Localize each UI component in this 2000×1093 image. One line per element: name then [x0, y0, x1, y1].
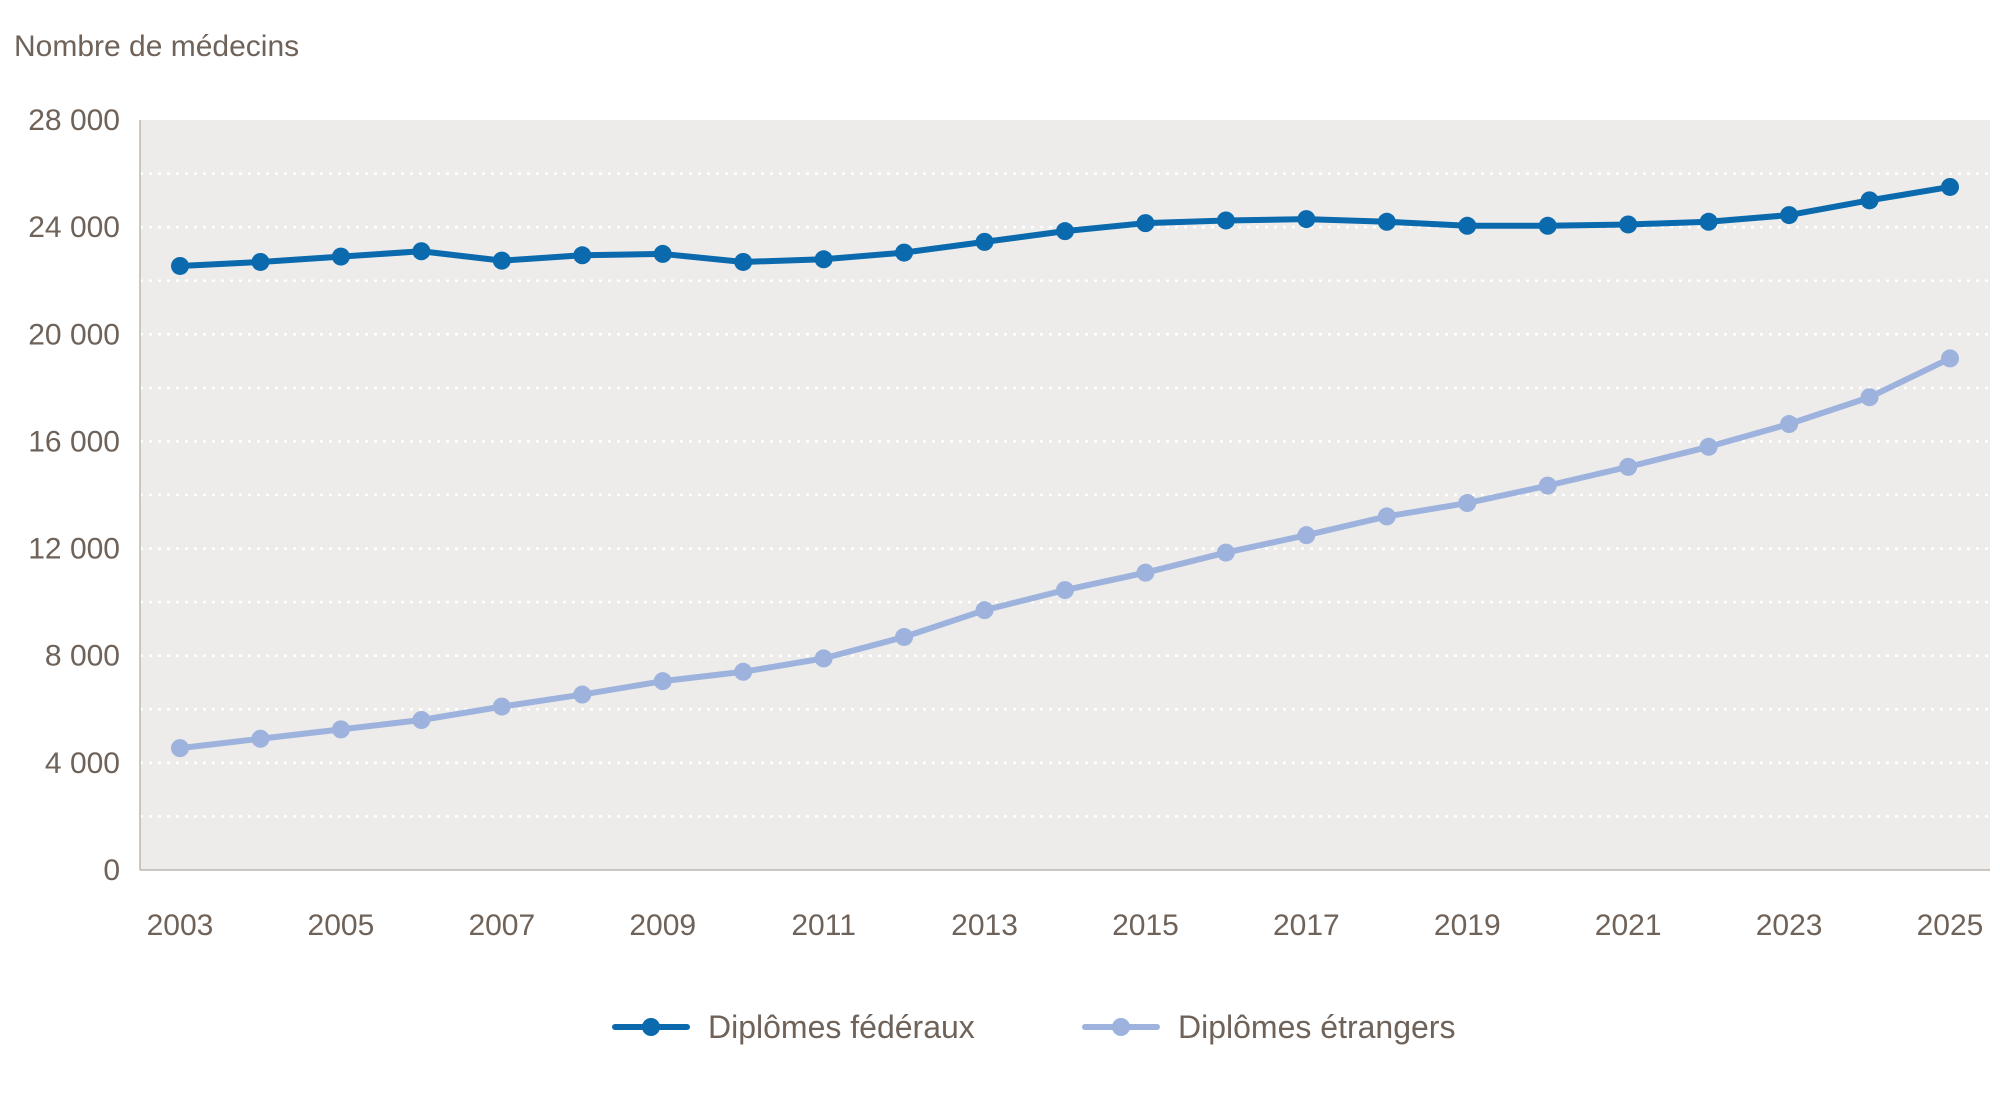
x-tick-label: 2017	[1273, 909, 1340, 942]
data-point	[1377, 507, 1396, 526]
data-point	[975, 601, 994, 620]
data-point	[1860, 191, 1879, 210]
x-tick-label: 2005	[308, 909, 375, 942]
y-tick-label: 8 000	[45, 640, 120, 673]
data-point	[573, 685, 592, 704]
y-axis-title: Nombre de médecins	[14, 30, 300, 63]
legend-item: Diplômes étrangers	[1082, 1009, 1455, 1045]
x-tick-label: 2011	[791, 909, 856, 942]
data-point	[331, 247, 350, 266]
x-tick-label: 2003	[147, 909, 214, 942]
data-point	[1056, 581, 1074, 600]
y-tick-label: 12 000	[28, 533, 120, 566]
data-point	[1056, 222, 1074, 241]
gridlines	[140, 172, 1990, 818]
x-tick-label: 2025	[1917, 909, 1984, 942]
data-point	[1780, 206, 1799, 225]
x-tick-label: 2021	[1595, 909, 1662, 942]
data-point	[814, 649, 833, 668]
x-tick-labels: 2003 2005 2007 2009 2011 2013 2015 2017 2019 2021…	[147, 909, 1984, 942]
data-point	[1941, 349, 1959, 368]
data-point	[1136, 214, 1155, 233]
data-point	[1216, 543, 1235, 562]
data-point	[171, 256, 189, 275]
y-tick-label: 20 000	[28, 318, 120, 351]
data-point	[171, 739, 189, 758]
legend-swatch-marker	[642, 1018, 660, 1036]
data-point	[251, 729, 270, 748]
data-point	[1860, 388, 1879, 407]
data-point	[1216, 211, 1235, 230]
series-group	[171, 177, 1959, 758]
data-point	[814, 250, 833, 269]
data-point	[1619, 457, 1638, 476]
data-point	[1941, 177, 1959, 196]
data-point	[1297, 526, 1316, 545]
data-point	[412, 711, 431, 729]
y-tick-label: 28 000	[28, 104, 120, 137]
x-tick-label: 2009	[629, 909, 696, 942]
y-tick-label: 0	[103, 854, 120, 887]
x-tick-label: 2013	[951, 909, 1018, 942]
x-tick-label: 2019	[1434, 909, 1501, 942]
legend-label: Diplômes fédéraux	[708, 1009, 975, 1045]
x-tick-label: 2007	[468, 909, 535, 942]
data-point	[1619, 215, 1638, 234]
data-point	[975, 232, 994, 251]
data-point	[1780, 415, 1799, 434]
data-point	[1538, 216, 1557, 235]
data-point	[653, 672, 672, 691]
series-1	[171, 177, 1959, 275]
x-tick-label: 2015	[1112, 909, 1179, 942]
data-point	[1136, 563, 1155, 582]
data-point	[895, 243, 914, 262]
legend: Diplômes fédéraux Diplômes étrangers	[612, 1009, 1455, 1045]
y-tick-labels: 0 4 000 8 000 12 000 16 000 20 000 24 000 28 00…	[28, 104, 120, 887]
data-point	[1458, 216, 1477, 235]
data-point	[412, 242, 431, 261]
data-point	[653, 244, 672, 263]
legend-item: Diplômes fédéraux	[612, 1009, 975, 1045]
data-point	[895, 627, 914, 646]
data-point	[1297, 210, 1316, 229]
data-point	[331, 720, 350, 739]
y-tick-label: 16 000	[28, 425, 120, 458]
data-point	[1699, 212, 1718, 231]
data-point	[492, 697, 511, 716]
data-point	[1458, 494, 1477, 513]
x-tick-label: 2023	[1756, 909, 1823, 942]
data-point	[251, 252, 270, 271]
legend-swatch-marker	[1112, 1018, 1130, 1036]
data-point	[492, 251, 511, 270]
data-point	[734, 662, 753, 681]
y-tick-label: 24 000	[28, 211, 120, 244]
data-point	[1538, 476, 1557, 495]
data-point	[1699, 437, 1718, 456]
data-point	[1377, 212, 1396, 231]
y-tick-label: 4 000	[45, 747, 120, 780]
data-point	[734, 252, 753, 271]
data-point	[573, 246, 592, 265]
series-2	[171, 349, 1959, 758]
legend-label: Diplômes étrangers	[1178, 1009, 1455, 1045]
